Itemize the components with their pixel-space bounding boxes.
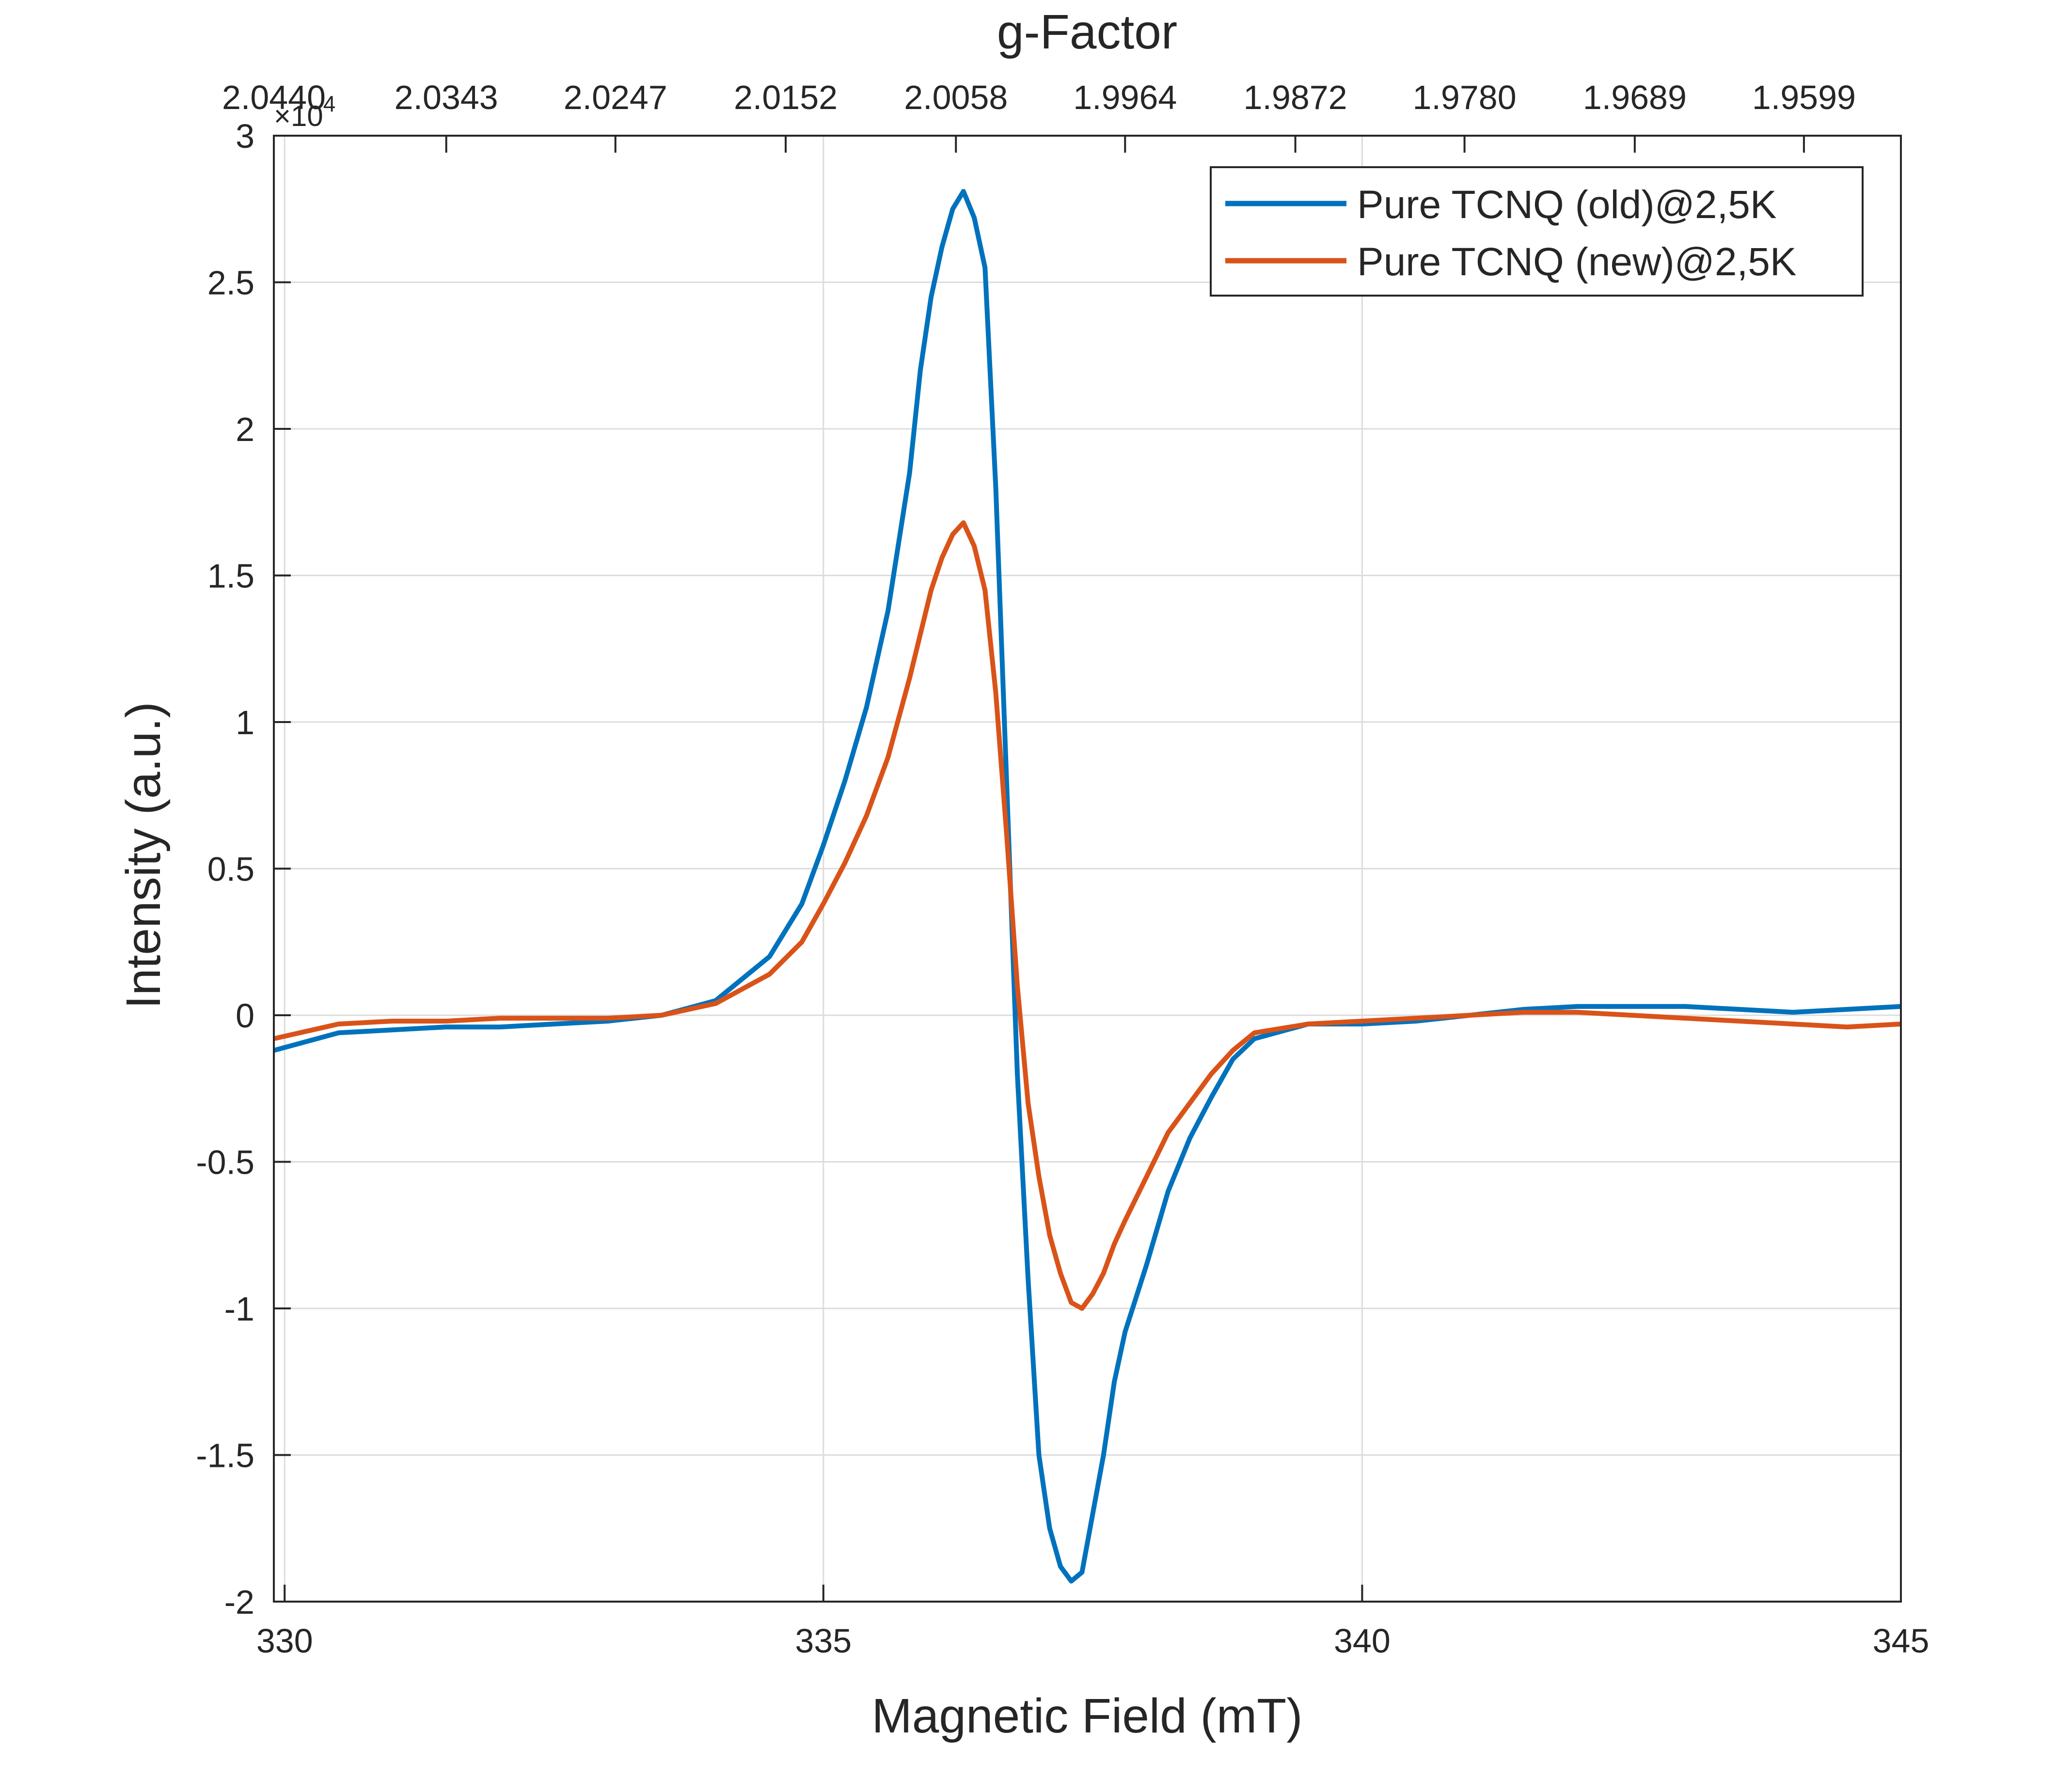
y-axis-label: Intensity (a.u.): [116, 702, 171, 1009]
y-tick-label: 1.5: [207, 557, 254, 595]
legend-label-old: Pure TCNQ (old)@2,5K: [1357, 183, 1777, 227]
y-exponent-label: ×104: [274, 91, 335, 132]
y-tick-label: 2.5: [207, 264, 254, 302]
x-tick-label: 335: [795, 1622, 852, 1660]
series-layer: [273, 189, 1901, 1584]
top-tick-label: 1.9599: [1752, 79, 1856, 116]
y-tick-label: 3: [236, 117, 254, 155]
y-tick-label: 1: [236, 704, 254, 741]
x-tick-label: 345: [1873, 1622, 1930, 1660]
top-tick-label: 1.9689: [1583, 79, 1687, 116]
top-tick-label: 2.0440: [222, 79, 326, 116]
legend: Pure TCNQ (old)@2,5K Pure TCNQ (new)@2,5…: [1210, 166, 1864, 297]
top-tick-label: 2.0247: [564, 79, 667, 116]
top-tick-label: 2.0152: [734, 79, 838, 116]
legend-label-new: Pure TCNQ (new)@2,5K: [1357, 240, 1797, 284]
ticks-layer: 330 335 340 345-2-1.5-1-0.500.511.522.532.0…: [196, 79, 1929, 1660]
top-tick-label: 1.9964: [1073, 79, 1177, 116]
chart-title: g-Factor: [997, 5, 1177, 59]
y-tick-label: -1.5: [196, 1437, 254, 1475]
legend-box: [1210, 166, 1864, 297]
series-line-1: [273, 520, 1901, 1311]
x-axis-label: Magnetic Field (mT): [871, 1689, 1302, 1743]
y-tick-label: 0.5: [207, 850, 254, 888]
top-tick-label: 2.0058: [904, 79, 1008, 116]
y-exponent-base: ×10: [274, 100, 323, 132]
top-tick-label: 1.9780: [1413, 79, 1517, 116]
top-tick-label: 2.0343: [395, 79, 498, 116]
y-tick-label: -0.5: [196, 1144, 254, 1181]
x-tick-label: 340: [1334, 1622, 1391, 1660]
y-exponent-power: 4: [323, 91, 336, 116]
y-tick-label: -2: [224, 1583, 254, 1621]
top-tick-label: 1.9872: [1244, 79, 1347, 116]
y-tick-label: 2: [236, 410, 254, 448]
x-tick-label: 330: [256, 1622, 313, 1660]
y-tick-label: -1: [224, 1290, 254, 1328]
y-tick-label: 0: [236, 997, 254, 1035]
